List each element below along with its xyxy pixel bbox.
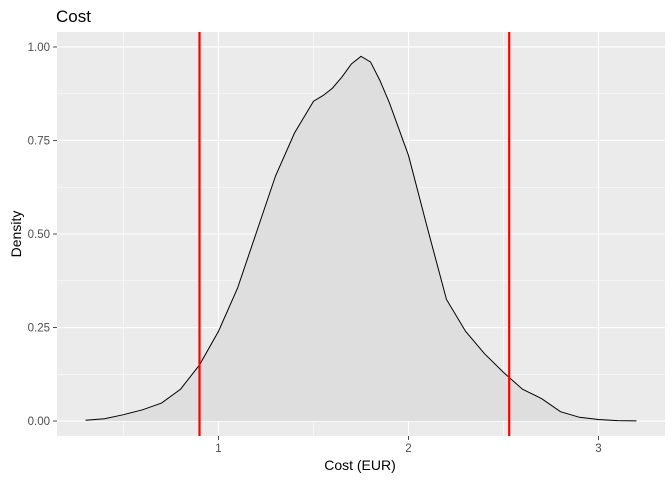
x-tick-label: 2 <box>405 443 411 455</box>
chart-title: Cost <box>56 7 91 26</box>
y-tick-label: 0.00 <box>28 416 50 428</box>
x-tick-label: 3 <box>595 443 601 455</box>
vertical-lines <box>198 32 511 436</box>
axis-ticks <box>53 46 599 440</box>
y-tick-label: 1.00 <box>28 42 50 54</box>
x-axis-title: Cost (EUR) <box>324 457 396 473</box>
series-layer <box>85 55 637 422</box>
y-axis-title: Density <box>8 211 24 258</box>
y-tick-label: 0.25 <box>28 323 50 335</box>
y-tick-label: 0.75 <box>28 135 50 147</box>
x-tick-label: 1 <box>215 443 221 455</box>
y-tick-label: 0.50 <box>28 229 50 241</box>
density-curve <box>85 55 637 422</box>
density-area <box>85 56 637 422</box>
tick-labels: 1 2 3 0.00 0.25 0.50 0.75 1.00 <box>28 42 602 455</box>
